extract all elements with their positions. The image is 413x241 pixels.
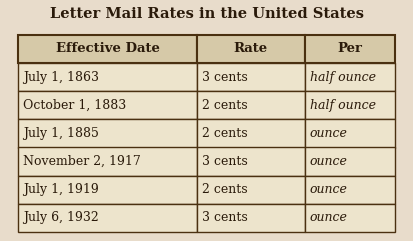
Text: Rate: Rate [234,42,268,55]
Bar [197,176,304,204]
Text: 2 cents: 2 cents [202,127,248,140]
Bar [18,176,197,204]
Text: 3 cents: 3 cents [202,155,248,168]
Bar [304,91,395,119]
Text: July 1, 1885: July 1, 1885 [23,127,99,140]
Text: ounce: ounce [309,183,347,196]
Bar [304,35,395,63]
Bar [304,63,395,91]
Bar [18,63,197,91]
Text: ounce: ounce [309,127,347,140]
Text: 2 cents: 2 cents [202,183,248,196]
Text: July 6, 1932: July 6, 1932 [23,211,99,224]
Text: October 1, 1883: October 1, 1883 [23,99,126,112]
Bar [18,35,197,63]
Bar [18,119,197,147]
Text: ounce: ounce [309,211,347,224]
Text: 2 cents: 2 cents [202,99,248,112]
Bar [304,176,395,204]
Text: Effective Date: Effective Date [56,42,159,55]
Bar [304,119,395,147]
Text: half ounce: half ounce [309,99,375,112]
Text: July 1, 1919: July 1, 1919 [23,183,99,196]
Bar [197,147,304,176]
Bar [197,204,304,232]
Text: July 1, 1863: July 1, 1863 [23,71,99,84]
Bar [197,91,304,119]
Bar [18,147,197,176]
Bar [197,63,304,91]
Bar [304,204,395,232]
Text: ounce: ounce [309,155,347,168]
Text: Per: Per [337,42,362,55]
Text: 3 cents: 3 cents [202,211,248,224]
Text: 3 cents: 3 cents [202,71,248,84]
Bar [304,147,395,176]
Text: November 2, 1917: November 2, 1917 [23,155,141,168]
Bar [197,119,304,147]
Bar [18,91,197,119]
Bar [197,35,304,63]
Bar [18,204,197,232]
Text: half ounce: half ounce [309,71,375,84]
Text: Letter Mail Rates in the United States: Letter Mail Rates in the United States [50,7,363,21]
